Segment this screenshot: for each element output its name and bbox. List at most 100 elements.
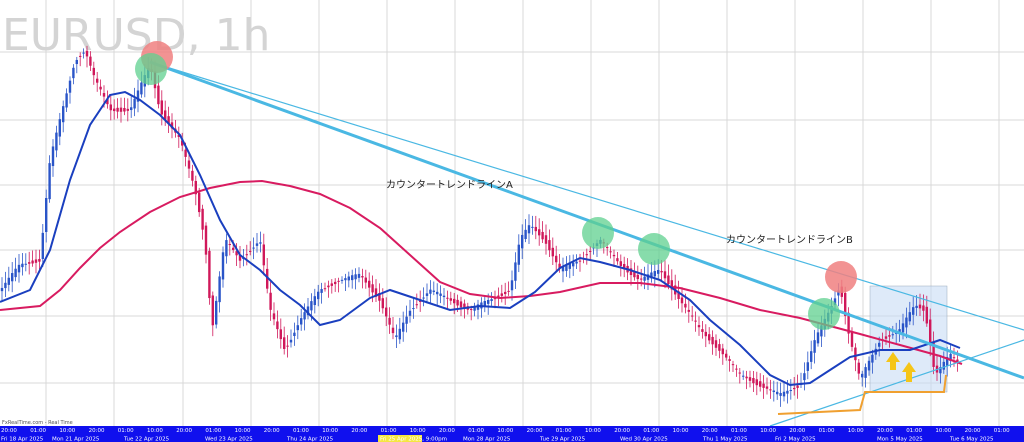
time-label: 10:00 (935, 428, 951, 434)
candle-body (446, 297, 449, 299)
candle-body (286, 345, 289, 347)
date-label: Mon 21 Apr 2025 (52, 437, 100, 442)
candle-body (558, 263, 561, 269)
current-time-marker (378, 435, 422, 442)
date-label: Tue 6 May 2025 (949, 437, 994, 442)
time-label: 10:00 (322, 428, 338, 434)
candle-body (354, 274, 357, 280)
candle-body (408, 310, 412, 316)
candle-body (334, 281, 337, 285)
candle-body (31, 260, 34, 264)
candle-body (102, 93, 106, 97)
candle-body (782, 391, 786, 397)
candle-body (871, 354, 874, 363)
candle-body (45, 198, 48, 232)
candle-body (34, 259, 38, 263)
candle-body (164, 110, 167, 120)
candle-body (684, 303, 687, 308)
candle-body (493, 298, 497, 300)
candle-body (776, 391, 779, 395)
candle-body (266, 268, 269, 289)
candle-body (677, 291, 680, 299)
candle-body (72, 67, 75, 79)
candle-body (864, 367, 867, 378)
candle-body (259, 242, 262, 244)
candle-body (191, 170, 194, 181)
candle-body (238, 254, 242, 261)
candle-body (612, 254, 616, 257)
candle-body (578, 260, 582, 262)
candle-body (218, 276, 221, 303)
candle-body (884, 336, 888, 339)
candle-body (735, 368, 738, 370)
candle-body (24, 263, 27, 265)
candle-body (136, 90, 140, 102)
time-label: 20:00 (89, 428, 105, 434)
candle-body (589, 250, 592, 252)
candle-body (385, 307, 388, 317)
candle-body (157, 85, 160, 105)
time-axis (0, 426, 1024, 442)
candle-body (769, 389, 772, 391)
counter-trendline-a (149, 60, 1024, 380)
candle-body (347, 276, 350, 281)
candle-body (85, 50, 89, 57)
candle-body (793, 387, 796, 390)
time-label: 01:00 (643, 428, 659, 434)
candle-body (765, 386, 769, 389)
candle-body (310, 301, 313, 311)
time-label: 10:00 (410, 428, 426, 434)
candle-body (28, 262, 31, 264)
candle-body (58, 119, 61, 137)
candle-body (449, 298, 452, 301)
annotation: カウンタートレンドラインA (386, 179, 513, 191)
candle-body (198, 192, 201, 213)
candle-body (340, 279, 344, 281)
candle-body (585, 254, 588, 256)
candle-body (561, 266, 565, 272)
candle-body (11, 273, 14, 282)
candle-body (714, 340, 718, 348)
candle-body (344, 278, 347, 281)
candle-body (51, 146, 55, 167)
time-label: 10:00 (147, 428, 163, 434)
candle-body (623, 264, 626, 270)
candle-body (317, 291, 320, 300)
candle-body (504, 291, 507, 295)
candle-body (402, 322, 405, 332)
candle-body (725, 353, 728, 358)
candle-body (786, 390, 789, 394)
candle-body (415, 304, 418, 306)
candle-body (833, 298, 837, 305)
candle-body (41, 232, 44, 259)
candle-body (701, 329, 704, 332)
candle-body (4, 282, 7, 289)
date-label: Fri 2 May 2025 (775, 437, 816, 442)
candle-body (187, 160, 191, 169)
candle-body (636, 274, 639, 280)
time-label: 10:00 (848, 428, 864, 434)
time-label: 01:00 (819, 428, 835, 434)
candle-body (405, 316, 408, 324)
candle-body (487, 299, 490, 304)
candle-body (245, 254, 248, 256)
candle-body (640, 278, 643, 280)
candle-body (745, 376, 748, 379)
candle-body (497, 295, 500, 298)
candle-body (779, 392, 782, 396)
time-label: 10:00 (235, 428, 251, 434)
candle-body (691, 315, 694, 317)
candle-body (929, 319, 932, 346)
candle-body (21, 263, 24, 268)
date-label: Mon 5 May 2025 (877, 437, 923, 442)
time-label: 20:00 (789, 428, 805, 434)
candle-body (55, 132, 58, 151)
date-label: Mon 28 Apr 2025 (463, 437, 511, 442)
candle-body (918, 304, 922, 309)
date-label: Thu 1 May 2025 (702, 437, 748, 442)
time-label: 01:00 (381, 428, 397, 434)
candle-body (177, 134, 180, 137)
candle-body (313, 296, 316, 306)
orange-level (777, 374, 947, 415)
candle-body (439, 293, 442, 296)
